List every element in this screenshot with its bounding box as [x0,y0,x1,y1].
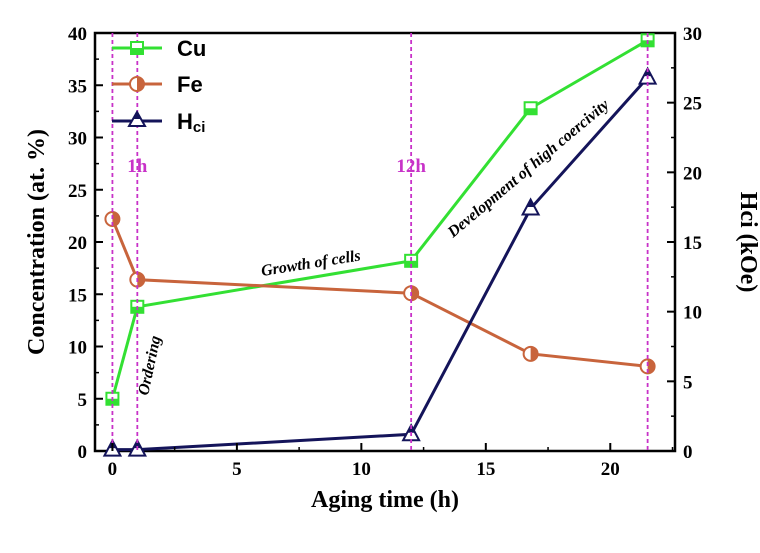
y-tick-label-10: 10 [68,338,87,359]
y-tick-label-40: 40 [68,24,87,45]
time-marker-label-1h: 1h [127,156,148,177]
x-tick-label-5: 5 [232,459,242,480]
x-tick-label-10: 10 [352,459,371,480]
point-hci-3 [520,197,541,216]
x-tick-label-15: 15 [476,459,495,480]
y2-axis-title: Hci (kOe) [735,192,760,293]
y-tick-label-25: 25 [68,181,87,202]
y2-tick-label-15: 15 [683,233,702,254]
y2-tick-label-0: 0 [683,442,693,463]
legend-item-fe: Fe [112,72,203,97]
legend-label-cu: Cu [177,36,206,61]
annotation-high-coercivity: Development of high coercivity [444,96,613,242]
point-cu-3 [523,101,538,116]
y-tick-label-0: 0 [78,442,88,463]
y-tick-label-15: 15 [68,285,87,306]
y2-tick-label-5: 5 [683,372,693,393]
legend: Cu Fe Hci [112,36,206,136]
y2-tick-label-25: 25 [683,94,702,115]
x-axis-title: Aging time (h) [311,487,459,513]
y-tick-label-35: 35 [68,76,87,97]
point-fe-3 [522,345,539,362]
legend-item-hci: Hci [112,109,205,136]
series-line-fe [111,218,648,368]
point-fe-4 [639,358,656,375]
point-fe-0 [104,211,121,228]
legend-item-cu: Cu [112,36,206,61]
x-tick-label-0: 0 [108,459,118,480]
y-axis-title: Concentration (at. %) [24,129,50,355]
legend-label-fe: Fe [177,72,203,97]
x-tick-label-20: 20 [601,459,620,480]
y-tick-label-30: 30 [68,129,87,150]
legend-label-hci: Hci [177,109,205,136]
time-marker-label-12h: 12h [396,156,426,177]
y2-tick-label-20: 20 [683,163,702,184]
annotation-growth-of-cells: Growth of cells [260,247,362,280]
y-tick-label-5: 5 [78,390,88,411]
y-tick-label-20: 20 [68,233,87,254]
y2-tick-label-30: 30 [683,24,702,45]
y2-tick-label-10: 10 [683,303,702,324]
annotation-ordering: Ordering [135,334,164,397]
